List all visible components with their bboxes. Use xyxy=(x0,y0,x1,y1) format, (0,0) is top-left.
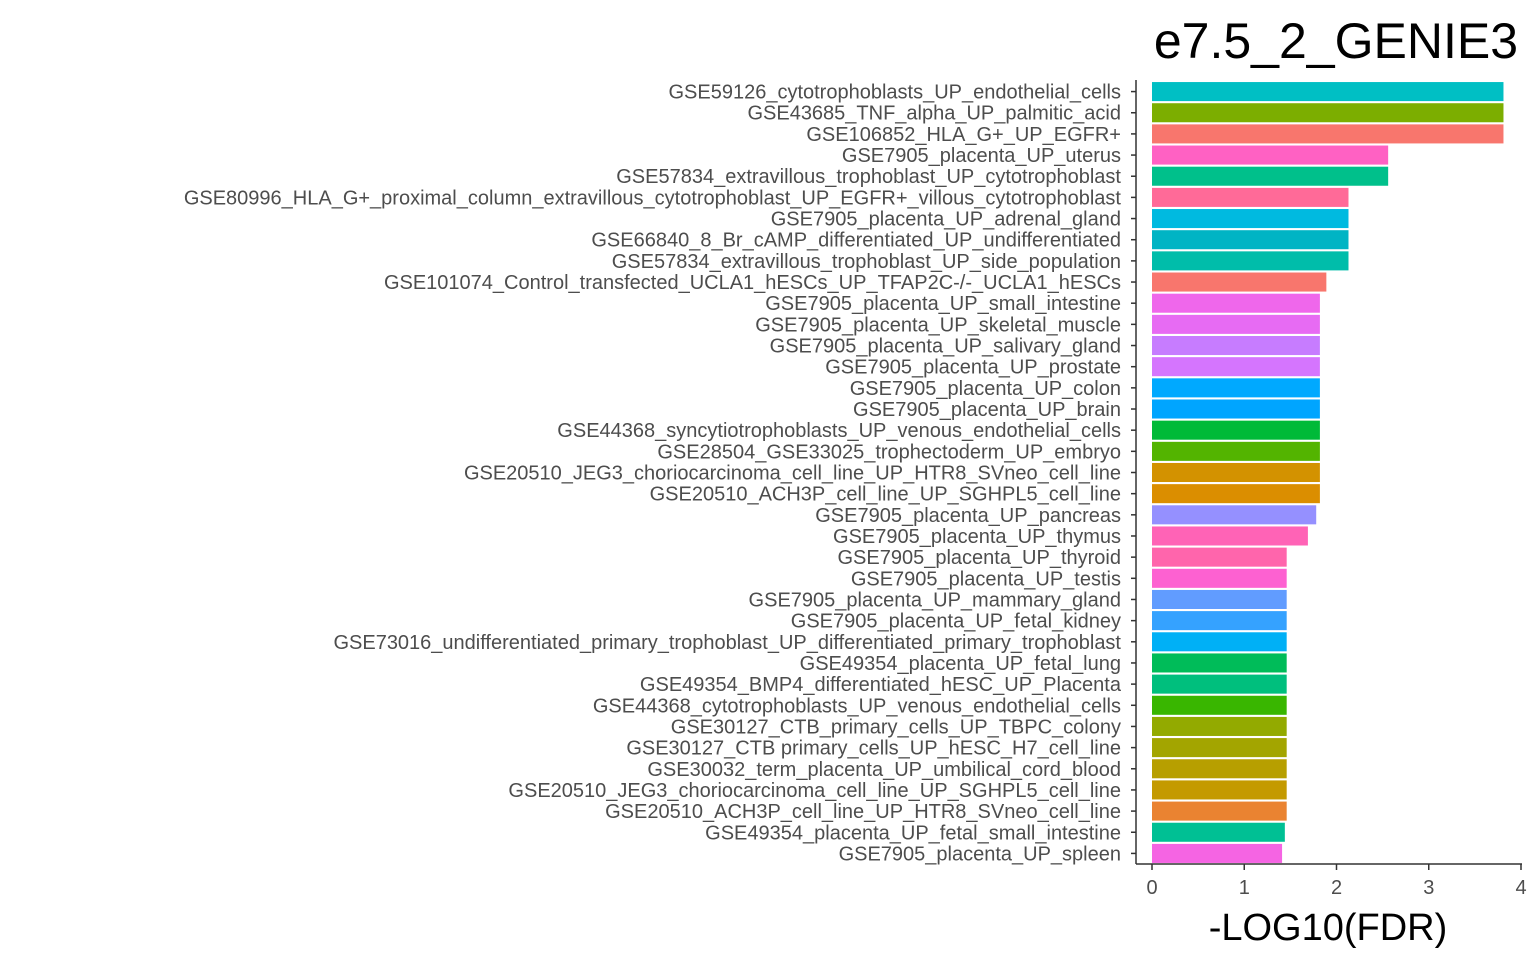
y-tick-label: GSE7905_placenta_UP_adrenal_gland xyxy=(771,209,1121,231)
bar xyxy=(1152,251,1349,271)
bar xyxy=(1152,293,1320,313)
y-tick-label: GSE7905_placenta_UP_salivary_gland xyxy=(770,336,1121,358)
bar xyxy=(1152,505,1317,525)
y-tick-label: GSE20510_ACH3P_cell_line_UP_SGHPL5_cell_… xyxy=(650,484,1121,506)
bar xyxy=(1152,166,1389,186)
bar xyxy=(1152,399,1320,419)
y-tick-label: GSE101074_Control_transfected_UCLA1_hESC… xyxy=(384,272,1121,294)
y-tick-label: GSE7905_placenta_UP_thymus xyxy=(833,526,1121,548)
y-tick-label: GSE49354_placenta_UP_fetal_lung xyxy=(800,653,1121,675)
bar xyxy=(1152,484,1320,504)
axes xyxy=(1131,80,1522,870)
bar xyxy=(1152,420,1320,440)
y-tick-label: GSE7905_placenta_UP_skeletal_muscle xyxy=(755,314,1121,336)
bar xyxy=(1152,526,1308,546)
x-tick-label: 3 xyxy=(1423,877,1434,899)
y-tick-label: GSE59126_cytotrophoblasts_UP_endothelial… xyxy=(668,82,1121,104)
x-tick-label: 2 xyxy=(1331,877,1342,899)
x-tick-label: 4 xyxy=(1515,877,1526,899)
bar xyxy=(1152,674,1287,694)
bar xyxy=(1152,568,1287,588)
y-tick-label: GSE7905_placenta_UP_prostate xyxy=(825,357,1121,379)
bar xyxy=(1152,187,1349,207)
y-tick-label: GSE7905_placenta_UP_mammary_gland xyxy=(749,589,1121,611)
bar xyxy=(1152,462,1320,483)
y-tick-label: GSE7905_placenta_UP_colon xyxy=(850,378,1121,400)
bar xyxy=(1152,336,1320,356)
y-tick-label: GSE20510_JEG3_choriocarcinoma_cell_line_… xyxy=(464,463,1121,485)
bar xyxy=(1152,589,1287,609)
bar xyxy=(1152,780,1287,800)
y-tick-label: GSE7905_placenta_UP_fetal_kidney xyxy=(791,611,1121,633)
y-tick-label: GSE7905_placenta_UP_brain xyxy=(853,399,1121,421)
y-tick-label: GSE66840_8_Br_cAMP_differentiated_UP_und… xyxy=(591,230,1121,252)
y-tick-label: GSE7905_placenta_UP_testis xyxy=(851,568,1121,590)
bar xyxy=(1152,378,1320,398)
y-tick-label: GSE30032_term_placenta_UP_umbilical_cord… xyxy=(647,759,1121,781)
y-tick-label: GSE49354_BMP4_differentiated_hESC_UP_Pla… xyxy=(640,674,1122,696)
bar xyxy=(1152,314,1320,334)
bar xyxy=(1152,124,1504,144)
y-tick-label: GSE57834_extravillous_trophoblast_UP_sid… xyxy=(612,251,1121,273)
chart-title: e7.5_2_GENIE3 xyxy=(1154,13,1518,69)
bar xyxy=(1152,822,1285,842)
y-tick-label: GSE7905_placenta_UP_spleen xyxy=(839,843,1121,865)
y-tick-label: GSE28504_GSE33025_trophectoderm_UP_embry… xyxy=(657,441,1121,463)
y-tick-label: GSE7905_placenta_UP_pancreas xyxy=(815,505,1121,527)
bar xyxy=(1152,272,1327,292)
bar xyxy=(1152,547,1287,567)
y-tick-label: GSE44368_syncytiotrophoblasts_UP_venous_… xyxy=(557,420,1121,442)
bar xyxy=(1152,82,1504,102)
bar xyxy=(1152,357,1320,377)
y-tick-label: GSE80996_HLA_G+_proximal_column_extravil… xyxy=(184,187,1122,209)
y-tick-label: GSE30127_CTB primary_cells_UP_hESC_H7_ce… xyxy=(626,738,1121,760)
bar xyxy=(1152,103,1504,123)
bar xyxy=(1152,209,1349,229)
bar xyxy=(1152,801,1287,821)
x-axis-label: -LOG10(FDR) xyxy=(1209,907,1448,949)
y-tick-label: GSE44368_cytotrophoblasts_UP_venous_endo… xyxy=(593,695,1121,717)
y-tick-label: GSE106852_HLA_G+_UP_EGFR+ xyxy=(806,124,1121,146)
bar xyxy=(1152,695,1287,715)
x-tick-labels: 0 1 2 3 4 xyxy=(1146,877,1526,899)
bar xyxy=(1152,843,1283,863)
bar xyxy=(1152,441,1320,461)
bar xyxy=(1152,738,1287,758)
bar xyxy=(1152,716,1287,736)
y-tick-label: GSE49354_placenta_UP_fetal_small_intesti… xyxy=(705,822,1121,844)
y-tick-label: GSE57834_extravillous_trophoblast_UP_cyt… xyxy=(616,166,1121,188)
bar xyxy=(1152,230,1349,250)
y-tick-label: GSE30127_CTB_primary_cells_UP_TBPC_colon… xyxy=(671,716,1121,738)
y-tick-label: GSE73016_undifferentiated_primary_tropho… xyxy=(333,632,1121,654)
x-tick-label: 1 xyxy=(1239,877,1250,899)
y-tick-label: GSE7905_placenta_UP_uterus xyxy=(842,145,1121,167)
x-tick-label: 0 xyxy=(1146,877,1157,899)
bar xyxy=(1152,759,1287,779)
bar xyxy=(1152,611,1287,631)
bar xyxy=(1152,632,1287,652)
y-tick-label: GSE43685_TNF_alpha_UP_palmitic_acid xyxy=(747,103,1121,125)
y-tick-label: GSE20510_JEG3_choriocarcinoma_cell_line_… xyxy=(508,780,1121,802)
bars-layer xyxy=(1152,82,1504,863)
bar xyxy=(1152,145,1389,165)
y-tick-label: GSE7905_placenta_UP_thyroid xyxy=(837,547,1121,569)
y-tick-label: GSE20510_ACH3P_cell_line_UP_HTR8_SVneo_c… xyxy=(605,801,1121,823)
y-tick-label: GSE7905_placenta_UP_small_intestine xyxy=(765,293,1121,315)
bar xyxy=(1152,653,1287,673)
y-tick-labels: GSE59126_cytotrophoblasts_UP_endothelial… xyxy=(184,82,1122,866)
